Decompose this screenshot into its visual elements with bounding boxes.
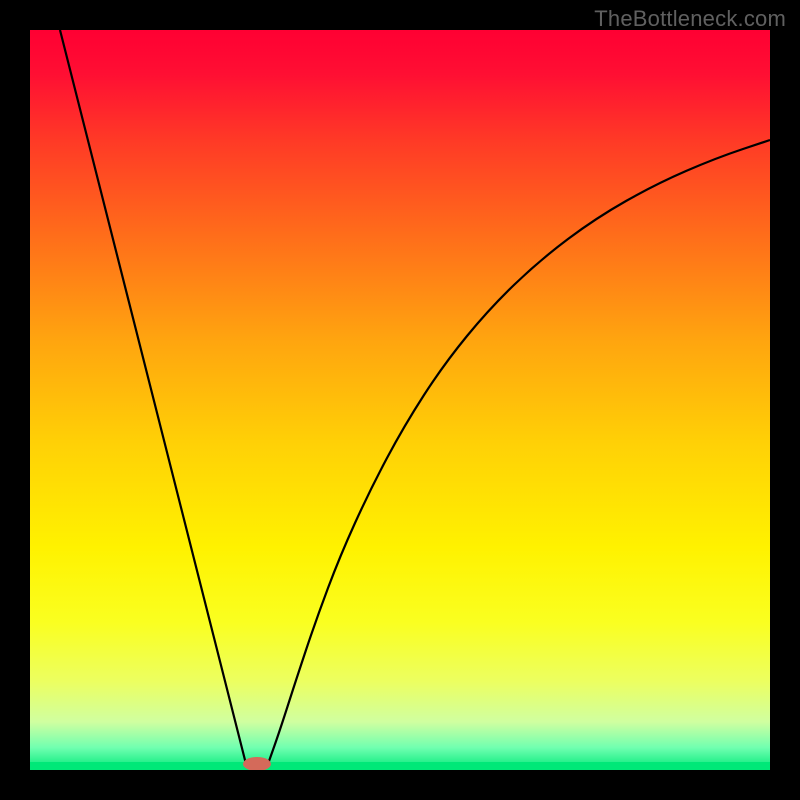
chart-container: { "watermark": { "text": "TheBottleneck.… [0,0,800,800]
plot-background [30,30,770,770]
watermark-text: TheBottleneck.com [594,6,786,32]
bottleneck-chart [0,0,800,800]
optimal-marker [243,757,271,771]
frame [0,770,800,800]
bottom-green-band [30,762,770,770]
frame [770,0,800,800]
frame [0,0,30,800]
